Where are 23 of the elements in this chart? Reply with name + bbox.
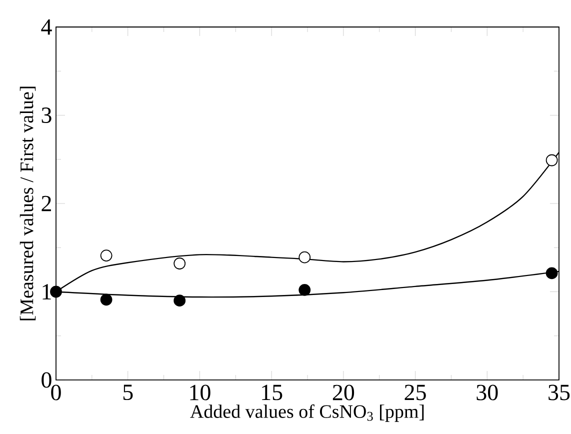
point (546, 154, 558, 166)
x-axis-title: Added values of CsNO$_{3}$ [ppm] (190, 404, 424, 422)
y-tick-label: 2 (42, 196, 51, 212)
x-tick-label: 20 (332, 384, 354, 400)
point (174, 294, 186, 307)
point (298, 251, 311, 264)
y-axis-title: [Measured values / First value] (20, 86, 36, 320)
point (100, 250, 112, 262)
y-tick-label: 1 (42, 284, 51, 300)
x-tick-label: 30 (476, 384, 498, 400)
y-tick-label: 0 (42, 372, 52, 388)
y-tick-label: 4 (41, 19, 52, 35)
y-tick-label: 3 (42, 108, 52, 123)
point (546, 267, 558, 280)
x-tick-label: 35 (548, 384, 570, 400)
x-tick-label: 10 (190, 384, 210, 400)
point (50, 286, 62, 298)
point (100, 294, 112, 306)
x-tick-label: 15 (262, 384, 282, 400)
x-tick-label: 5 (123, 384, 133, 400)
x-tick-label: 25 (404, 384, 426, 400)
point (174, 258, 186, 270)
point (298, 284, 311, 296)
